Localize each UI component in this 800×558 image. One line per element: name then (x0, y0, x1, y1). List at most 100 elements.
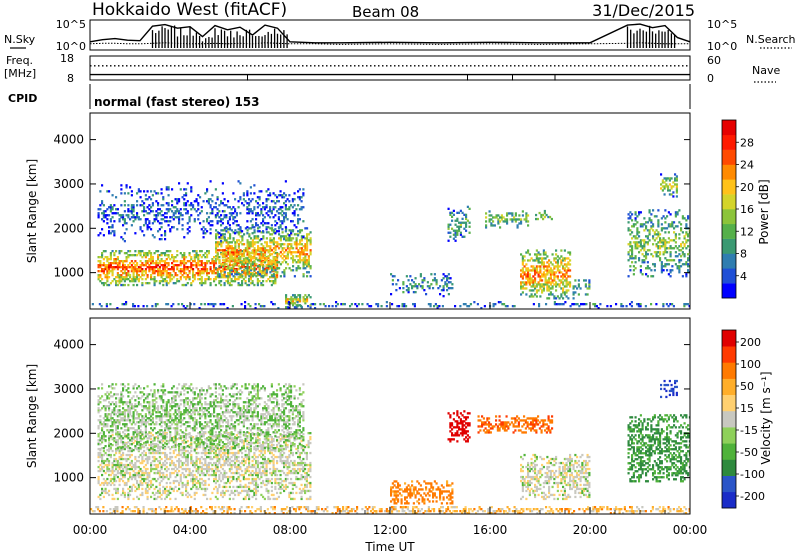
heatmap-cell (532, 275, 534, 277)
heatmap-cell (248, 496, 250, 498)
heatmap-cell (180, 466, 182, 468)
heatmap-cell (120, 462, 122, 464)
heatmap-cell (631, 253, 633, 255)
heatmap-cell (157, 214, 159, 216)
station-title: Hokkaido West (fitACF) (92, 0, 287, 20)
heatmap-cell (606, 305, 608, 307)
heatmap-cell (664, 209, 666, 211)
heatmap-cell (645, 225, 647, 227)
heatmap-cell (675, 235, 677, 237)
heatmap-cell (187, 450, 189, 452)
heatmap-cell (134, 458, 136, 460)
heatmap-cell (124, 220, 126, 222)
heatmap-cell (314, 303, 316, 305)
heatmap-cell (250, 450, 252, 452)
heatmap-cell (217, 490, 219, 492)
heatmap-cell (266, 212, 268, 214)
heatmap-cell (545, 251, 547, 253)
heatmap-cell (680, 229, 682, 231)
heatmap-cell (213, 470, 215, 472)
heatmap-cell (514, 305, 516, 307)
heatmap-cell (117, 258, 119, 260)
heatmap-cell (684, 235, 686, 237)
heatmap-cell (187, 464, 189, 466)
heatmap-cell (211, 492, 213, 494)
heatmap-cell (238, 180, 240, 182)
heatmap-cell (210, 206, 212, 208)
heatmap-cell (124, 204, 126, 206)
heatmap-cell (133, 208, 135, 210)
heatmap-cell (120, 204, 122, 206)
heatmap-cell (250, 200, 252, 202)
heatmap-cell (215, 237, 217, 239)
heatmap-cell (238, 239, 240, 241)
heatmap-cell (110, 204, 112, 206)
heatmap-cell (219, 273, 221, 275)
heatmap-cell (187, 268, 189, 270)
heatmap-cell (402, 287, 404, 289)
heatmap-cell (117, 212, 119, 214)
heatmap-cell (559, 257, 561, 259)
heatmap-cell (150, 496, 152, 498)
heatmap-cell (443, 273, 445, 275)
heatmap-cell (164, 278, 166, 280)
heatmap-cell (250, 278, 252, 280)
heatmap-cell (115, 474, 117, 476)
heatmap-cell (518, 214, 520, 216)
heatmap-cell (276, 222, 278, 224)
heatmap-cell (301, 239, 303, 241)
heatmap-cell (274, 280, 276, 282)
heatmap-cell (155, 458, 157, 460)
heatmap-cell (252, 280, 254, 282)
heatmap-cell (147, 492, 149, 494)
heatmap-cell (527, 214, 529, 216)
heatmap-cell (562, 281, 564, 283)
heatmap-cell (490, 218, 492, 220)
heatmap-cell (563, 303, 565, 305)
heatmap-cell (117, 498, 119, 500)
heatmap-cell (670, 245, 672, 247)
heatmap-cell (545, 257, 547, 259)
heatmap-cell (626, 305, 628, 307)
heatmap-cell (108, 272, 110, 274)
heatmap-cell (108, 268, 110, 270)
heatmap-cell (448, 208, 450, 210)
heatmap-cell (670, 253, 672, 255)
heatmap-cell (260, 238, 262, 240)
heatmap-cell (229, 271, 231, 273)
heatmap-cell (178, 280, 180, 282)
heatmap-cell (99, 452, 101, 454)
heatmap-cell (674, 173, 676, 175)
heatmap-cell (220, 245, 222, 247)
heatmap-cell (220, 234, 222, 236)
heatmap-cell (189, 452, 191, 454)
heatmap-cell (187, 458, 189, 460)
heatmap-cell (250, 186, 252, 188)
heatmap-cell (247, 229, 249, 231)
heatmap-cell (187, 222, 189, 224)
heatmap-cell (141, 456, 143, 458)
heatmap-cell (176, 260, 178, 262)
heatmap-cell (103, 204, 105, 206)
heatmap-cell (271, 227, 273, 229)
heatmap-cell (113, 454, 115, 456)
heatmap-cell (290, 204, 292, 206)
heatmap-cell (555, 289, 557, 291)
heatmap-cell (217, 245, 219, 247)
heatmap-cell (127, 478, 129, 480)
heatmap-cell (106, 492, 108, 494)
heatmap-cell (140, 260, 142, 262)
heatmap-cell (208, 466, 210, 468)
heatmap-cell (292, 300, 294, 302)
heatmap-cell (131, 454, 133, 456)
heatmap-cell (106, 466, 108, 468)
heatmap-cell (243, 476, 245, 478)
heatmap-cell (143, 305, 145, 307)
heatmap-cell (267, 198, 269, 200)
heatmap-cell (119, 252, 121, 254)
heatmap-cell (255, 468, 257, 470)
heatmap-cell (253, 464, 255, 466)
heatmap-cell (264, 456, 266, 458)
heatmap-cell (578, 305, 580, 307)
heatmap-cell (280, 226, 282, 228)
